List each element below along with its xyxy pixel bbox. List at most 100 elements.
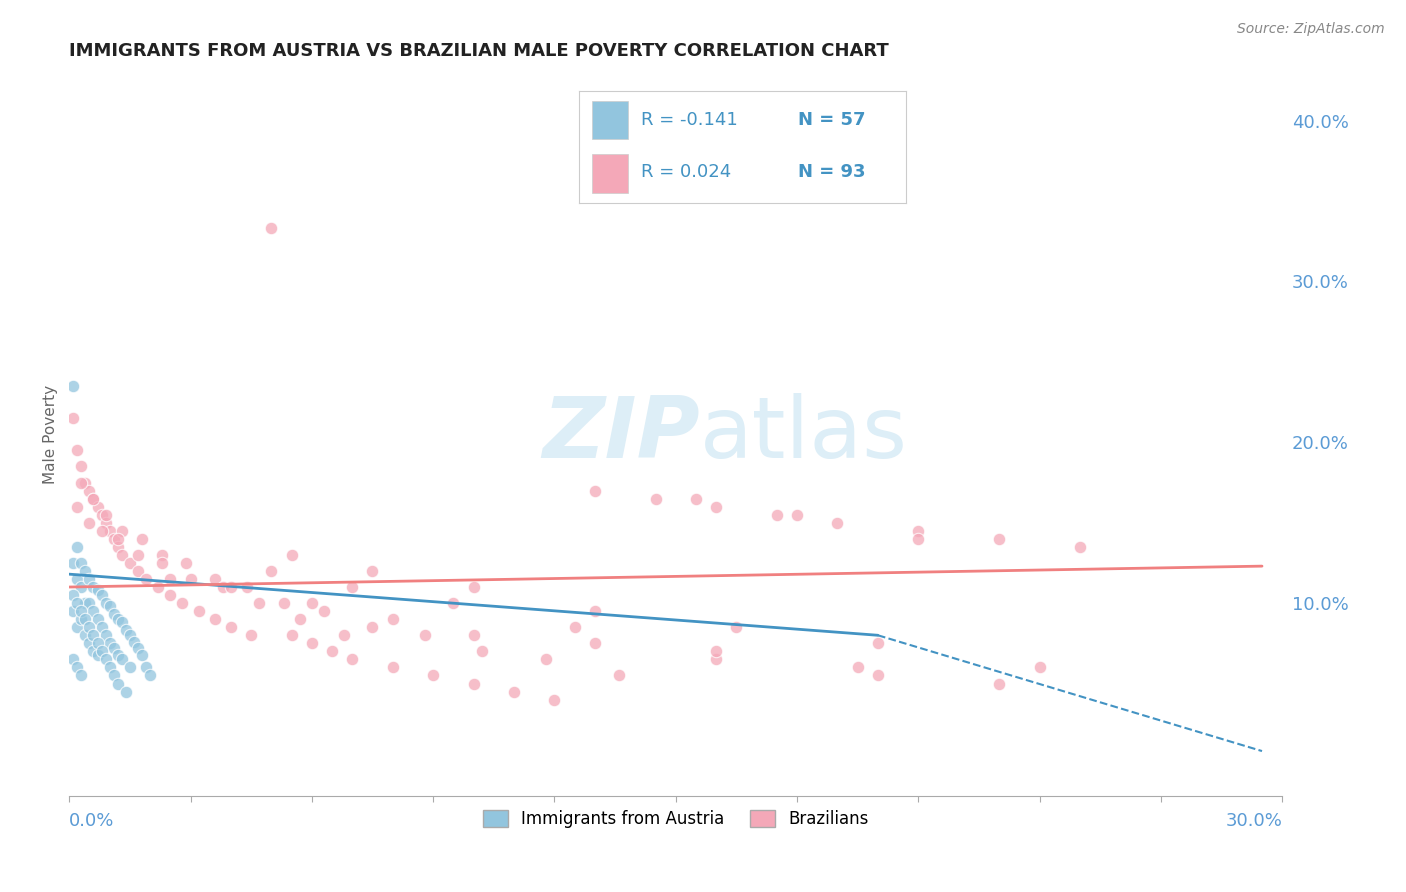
Point	[704, 644, 727, 658]
Point	[150, 548, 173, 562]
Point	[94, 508, 117, 522]
Point	[725, 620, 748, 634]
Point	[66, 500, 89, 514]
Point	[413, 628, 436, 642]
Point	[86, 648, 108, 662]
Point	[543, 692, 565, 706]
Point	[187, 604, 209, 618]
Point	[103, 532, 125, 546]
Point	[82, 580, 104, 594]
Point	[103, 668, 125, 682]
Point	[118, 628, 141, 642]
Text: Source: ZipAtlas.com: Source: ZipAtlas.com	[1237, 22, 1385, 37]
Point	[70, 556, 93, 570]
Point	[135, 572, 157, 586]
Point	[907, 532, 929, 546]
Point	[260, 564, 283, 578]
Point	[644, 491, 666, 506]
Point	[381, 612, 404, 626]
Point	[204, 572, 226, 586]
Point	[463, 676, 485, 690]
Text: atlas: atlas	[700, 392, 908, 475]
Point	[79, 483, 101, 498]
Point	[361, 620, 384, 634]
Point	[75, 628, 97, 642]
Point	[70, 459, 93, 474]
Point	[159, 572, 181, 586]
Point	[103, 607, 125, 622]
Point	[212, 580, 235, 594]
Point	[86, 636, 108, 650]
Point	[94, 516, 117, 530]
Point	[94, 628, 117, 642]
Point	[82, 604, 104, 618]
Point	[127, 641, 149, 656]
Point	[70, 604, 93, 618]
Point	[107, 612, 129, 626]
Point	[463, 580, 485, 594]
Point	[75, 475, 97, 490]
Point	[288, 612, 311, 626]
Point	[786, 508, 808, 522]
Point	[301, 636, 323, 650]
Point	[79, 620, 101, 634]
Point	[583, 483, 606, 498]
Point	[260, 221, 283, 235]
Point	[86, 612, 108, 626]
Text: ZIP: ZIP	[543, 392, 700, 475]
Point	[82, 644, 104, 658]
Point	[66, 572, 89, 586]
Point	[79, 516, 101, 530]
Point	[115, 684, 138, 698]
Point	[111, 524, 134, 538]
Point	[280, 628, 302, 642]
Point	[79, 636, 101, 650]
Text: 0.0%: 0.0%	[69, 813, 115, 830]
Point	[70, 580, 93, 594]
Point	[471, 644, 494, 658]
Point	[62, 556, 84, 570]
Point	[247, 596, 270, 610]
Point	[107, 676, 129, 690]
Point	[422, 668, 444, 682]
Point	[90, 508, 112, 522]
Point	[361, 564, 384, 578]
Point	[765, 508, 787, 522]
Point	[62, 652, 84, 666]
Point	[98, 636, 121, 650]
Point	[441, 596, 464, 610]
Point	[82, 491, 104, 506]
Point	[79, 596, 101, 610]
Point	[240, 628, 263, 642]
Point	[988, 532, 1011, 546]
Point	[75, 596, 97, 610]
Point	[236, 580, 259, 594]
Point	[90, 620, 112, 634]
Point	[94, 596, 117, 610]
Point	[704, 652, 727, 666]
Point	[139, 668, 162, 682]
Point	[1069, 540, 1091, 554]
Point	[62, 411, 84, 425]
Point	[86, 583, 108, 598]
Point	[66, 620, 89, 634]
Point	[103, 641, 125, 656]
Point	[66, 540, 89, 554]
Point	[333, 628, 356, 642]
Point	[131, 532, 153, 546]
Point	[607, 668, 630, 682]
Point	[70, 612, 93, 626]
Point	[115, 624, 138, 638]
Point	[172, 596, 194, 610]
Point	[536, 652, 558, 666]
Point	[866, 668, 889, 682]
Point	[86, 500, 108, 514]
Point	[94, 652, 117, 666]
Point	[907, 524, 929, 538]
Point	[312, 604, 335, 618]
Point	[219, 580, 242, 594]
Point	[321, 644, 343, 658]
Point	[342, 652, 364, 666]
Point	[122, 634, 145, 648]
Y-axis label: Male Poverty: Male Poverty	[44, 384, 58, 483]
